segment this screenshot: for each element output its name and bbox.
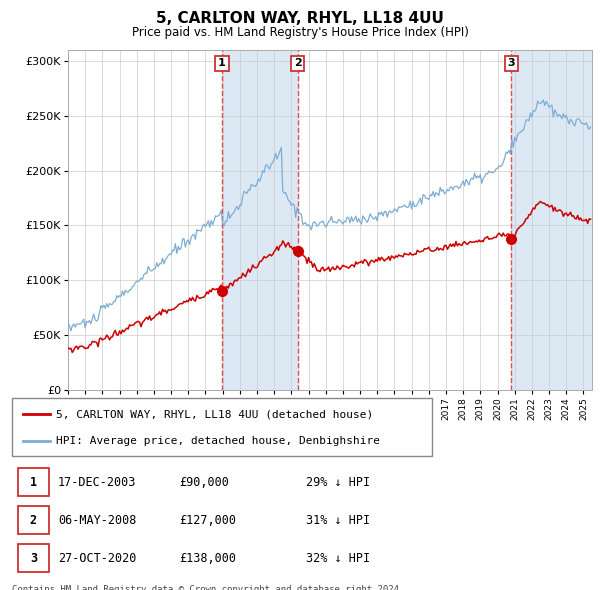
Text: 1: 1 [218,58,226,68]
Text: 2: 2 [294,58,302,68]
Text: HPI: Average price, detached house, Denbighshire: HPI: Average price, detached house, Denb… [56,436,380,446]
Text: £138,000: £138,000 [179,552,236,565]
Text: 29% ↓ HPI: 29% ↓ HPI [305,476,370,489]
Text: 5, CARLTON WAY, RHYL, LL18 4UU (detached house): 5, CARLTON WAY, RHYL, LL18 4UU (detached… [56,409,373,419]
Text: 3: 3 [30,552,37,565]
Text: £90,000: £90,000 [179,476,229,489]
Bar [511,50,592,390]
Bar [222,50,298,390]
Text: 32% ↓ HPI: 32% ↓ HPI [305,552,370,565]
FancyBboxPatch shape [17,545,49,572]
Text: 1: 1 [30,476,37,489]
FancyBboxPatch shape [12,398,432,456]
Text: Contains HM Land Registry data © Crown copyright and database right 2024.: Contains HM Land Registry data © Crown c… [12,585,404,590]
Text: 06-MAY-2008: 06-MAY-2008 [58,514,136,527]
Text: 2: 2 [30,514,37,527]
Text: 31% ↓ HPI: 31% ↓ HPI [305,514,370,527]
Text: 3: 3 [508,58,515,68]
FancyBboxPatch shape [17,506,49,535]
FancyBboxPatch shape [17,468,49,496]
Text: £127,000: £127,000 [179,514,236,527]
Text: 5, CARLTON WAY, RHYL, LL18 4UU: 5, CARLTON WAY, RHYL, LL18 4UU [156,11,444,26]
Text: Price paid vs. HM Land Registry's House Price Index (HPI): Price paid vs. HM Land Registry's House … [131,26,469,39]
Text: 27-OCT-2020: 27-OCT-2020 [58,552,136,565]
Text: 17-DEC-2003: 17-DEC-2003 [58,476,136,489]
